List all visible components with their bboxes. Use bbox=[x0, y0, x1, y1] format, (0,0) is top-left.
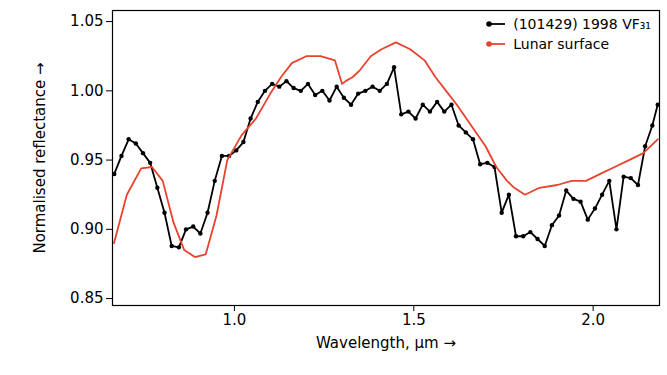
svg-text:1.0: 1.0 bbox=[223, 311, 247, 329]
svg-text:2.0: 2.0 bbox=[581, 311, 605, 329]
html-text:Lunar surface: Lunar surface bbox=[513, 36, 610, 52]
html-text:(101429) 1998 VF₃₁: (101429) 1998 VF₃₁ bbox=[513, 16, 651, 32]
svg-text:Normalised reflectance →: Normalised reflectance → bbox=[31, 62, 49, 253]
svg-text:Wavelength, µm →: Wavelength, µm → bbox=[316, 334, 456, 352]
svg-text:1.05: 1.05 bbox=[70, 12, 103, 30]
svg-text:0.90: 0.90 bbox=[70, 220, 103, 238]
svg-text:1.5: 1.5 bbox=[402, 311, 426, 329]
svg-text:1.00: 1.00 bbox=[70, 82, 103, 100]
svg-text:0.95: 0.95 bbox=[70, 151, 103, 169]
svg-text:0.85: 0.85 bbox=[70, 289, 103, 307]
